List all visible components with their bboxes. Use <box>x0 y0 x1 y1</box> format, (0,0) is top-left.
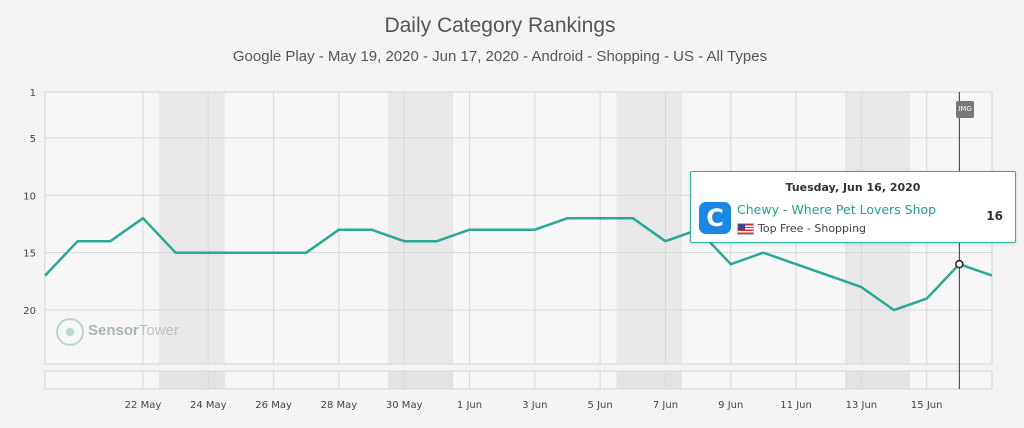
chewy-app-icon: C <box>699 202 731 234</box>
tooltip: Tuesday, Jun 16, 2020 C Chewy - Where Pe… <box>690 171 1016 243</box>
y-tick-label: 20 <box>23 306 36 317</box>
y-tick-label: 5 <box>30 134 36 145</box>
x-tick-label: 24 May <box>190 400 227 411</box>
sensortower-logo-icon <box>56 318 84 346</box>
chart-subtitle: Google Play - May 19, 2020 - Jun 17, 202… <box>232 48 768 65</box>
highlight-point <box>955 259 964 269</box>
x-tick-label: 11 Jun <box>780 400 812 411</box>
navigator-area <box>45 371 992 389</box>
x-tick-label: 5 Jun <box>588 400 613 411</box>
image-annotation-badge[interactable]: IMG <box>956 101 974 118</box>
series-line <box>44 216 993 312</box>
y-tick-label: 10 <box>23 191 36 202</box>
x-tick-label: 13 Jun <box>846 400 878 411</box>
navigator-border <box>44 370 993 390</box>
y-tick-label: 15 <box>23 249 36 260</box>
watermark-regular: Tower <box>138 322 179 339</box>
watermark-bold: Sensor <box>88 322 139 339</box>
navigator-weekend-band <box>845 371 911 389</box>
navigator-weekend-band <box>159 371 225 389</box>
weekend-band <box>159 92 225 364</box>
x-tick-label: 22 May <box>125 400 162 411</box>
x-tick-label: 1 Jun <box>457 400 482 411</box>
x-tick-label: 28 May <box>321 400 358 411</box>
us-flag-icon <box>737 223 754 235</box>
x-tick-label: 15 Jun <box>911 400 943 411</box>
navigator-weekend-band <box>387 371 454 389</box>
tooltip-category: Top Free - Shopping <box>758 222 867 235</box>
weekend-band <box>616 92 682 364</box>
y-tick-label: 1 <box>30 88 36 99</box>
weekend-band <box>387 92 454 364</box>
x-tick-label: 3 Jun <box>522 400 547 411</box>
x-tick-label: 30 May <box>386 400 423 411</box>
chart-title: Daily Category Rankings <box>384 14 616 37</box>
tooltip-date: Tuesday, Jun 16, 2020 <box>785 181 921 194</box>
tooltip-rank-value: 16 <box>986 209 1003 223</box>
x-tick-label: 7 Jun <box>653 400 678 411</box>
navigator-weekend-band <box>616 371 682 389</box>
x-tick-label: 26 May <box>255 400 292 411</box>
x-tick-label: 9 Jun <box>718 400 743 411</box>
tooltip-app-name[interactable]: Chewy - Where Pet Lovers Shop <box>737 202 937 217</box>
